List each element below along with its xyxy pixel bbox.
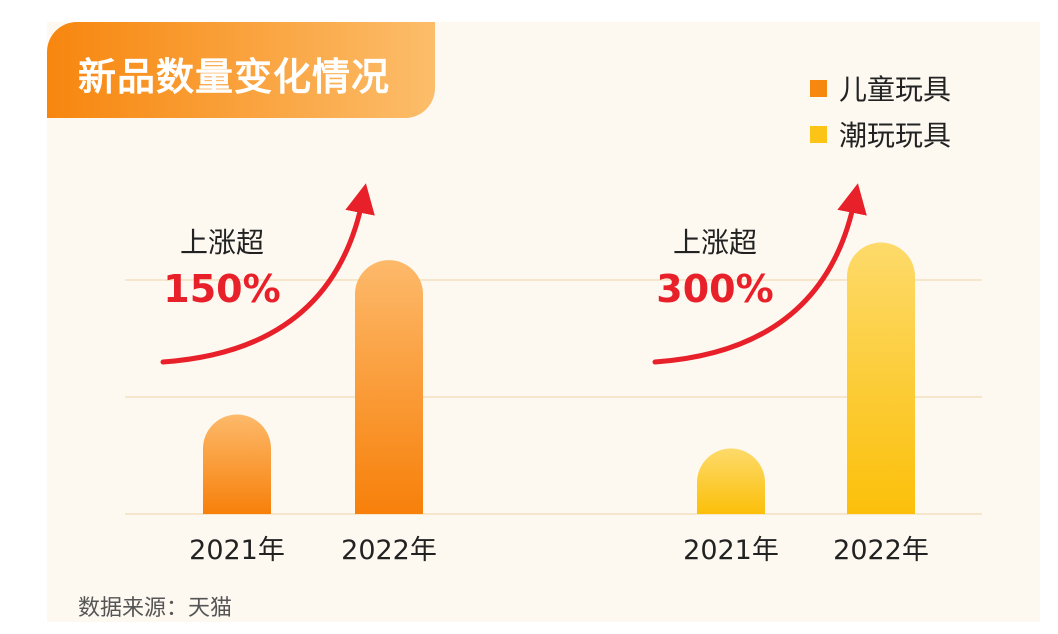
growth-label: 上涨超 bbox=[673, 226, 757, 259]
legend-item-trendy-toys: 潮玩玩具 bbox=[810, 114, 951, 154]
growth-value: 150% bbox=[163, 267, 280, 311]
data-source: 数据来源：天猫 bbox=[78, 596, 233, 621]
bar bbox=[697, 448, 765, 514]
chart-title: 新品数量变化情况 bbox=[78, 55, 391, 99]
legend-item-kids-toys: 儿童玩具 bbox=[810, 68, 951, 108]
legend-label: 潮玩玩具 bbox=[839, 119, 952, 152]
bar bbox=[847, 242, 915, 515]
growth-arrow bbox=[160, 183, 375, 365]
x-tick-label: 2022年 bbox=[833, 535, 929, 566]
x-tick-label: 2021年 bbox=[683, 535, 779, 566]
x-tick-label: 2021年 bbox=[189, 535, 285, 566]
growth-value: 300% bbox=[656, 267, 773, 311]
legend-label: 儿童玩具 bbox=[839, 73, 952, 106]
bar bbox=[203, 414, 271, 514]
bar bbox=[355, 260, 423, 514]
growth-label: 上涨超 bbox=[180, 226, 264, 259]
legend-swatch bbox=[810, 125, 827, 143]
legend-swatch bbox=[810, 79, 827, 97]
title-banner bbox=[47, 22, 435, 118]
growth-arrow bbox=[652, 183, 867, 365]
x-tick-label: 2022年 bbox=[341, 535, 437, 566]
